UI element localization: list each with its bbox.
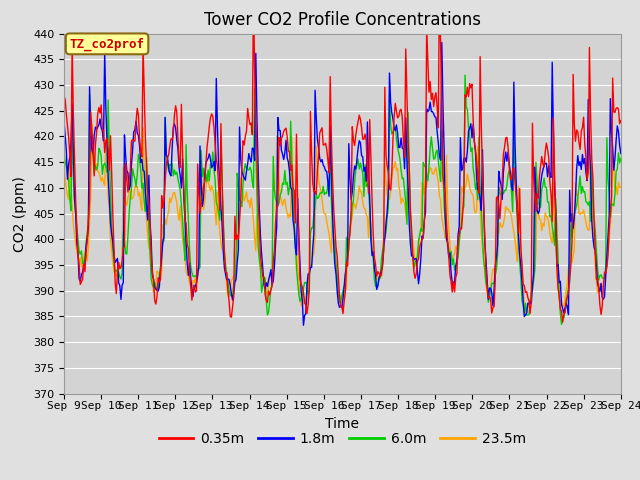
23.5m <box>470 207 478 213</box>
0.35m <box>617 118 625 123</box>
23.5m <box>568 260 576 265</box>
Line: 0.35m: 0.35m <box>64 0 621 322</box>
23.5m <box>60 166 68 171</box>
23.5m <box>373 276 381 281</box>
Line: 23.5m: 23.5m <box>64 124 621 314</box>
1.8m <box>300 323 307 328</box>
6.0m <box>557 322 565 327</box>
0.35m <box>470 139 478 144</box>
0.35m <box>372 261 380 267</box>
23.5m <box>399 198 407 204</box>
23.5m <box>617 184 625 190</box>
0.35m <box>568 239 576 245</box>
6.0m <box>234 170 241 176</box>
0.35m <box>234 232 241 238</box>
1.8m <box>60 118 68 124</box>
Title: Tower CO2 Profile Concentrations: Tower CO2 Profile Concentrations <box>204 11 481 29</box>
0.35m <box>295 238 303 244</box>
1.8m <box>373 287 381 292</box>
1.8m <box>568 211 576 217</box>
0.35m <box>399 114 406 120</box>
1.8m <box>472 150 479 156</box>
1.8m <box>399 146 407 152</box>
1.8m <box>295 233 303 239</box>
6.0m <box>617 156 625 161</box>
Y-axis label: CO2 (ppm): CO2 (ppm) <box>13 176 28 252</box>
6.0m <box>568 235 576 241</box>
6.0m <box>295 291 303 297</box>
X-axis label: Time: Time <box>325 417 360 431</box>
1.8m <box>234 260 241 266</box>
23.5m <box>88 121 96 127</box>
Line: 1.8m: 1.8m <box>64 42 621 325</box>
1.8m <box>438 39 445 45</box>
Legend: 0.35m, 1.8m, 6.0m, 23.5m: 0.35m, 1.8m, 6.0m, 23.5m <box>153 426 532 452</box>
6.0m <box>60 149 68 155</box>
23.5m <box>296 293 304 299</box>
6.0m <box>470 173 478 179</box>
23.5m <box>234 233 242 239</box>
6.0m <box>461 72 469 78</box>
6.0m <box>399 176 406 181</box>
Text: TZ_co2prof: TZ_co2prof <box>70 37 145 50</box>
Line: 6.0m: 6.0m <box>64 75 621 324</box>
23.5m <box>522 312 529 317</box>
0.35m <box>559 319 566 325</box>
6.0m <box>372 283 380 289</box>
1.8m <box>617 151 625 156</box>
0.35m <box>60 94 68 99</box>
